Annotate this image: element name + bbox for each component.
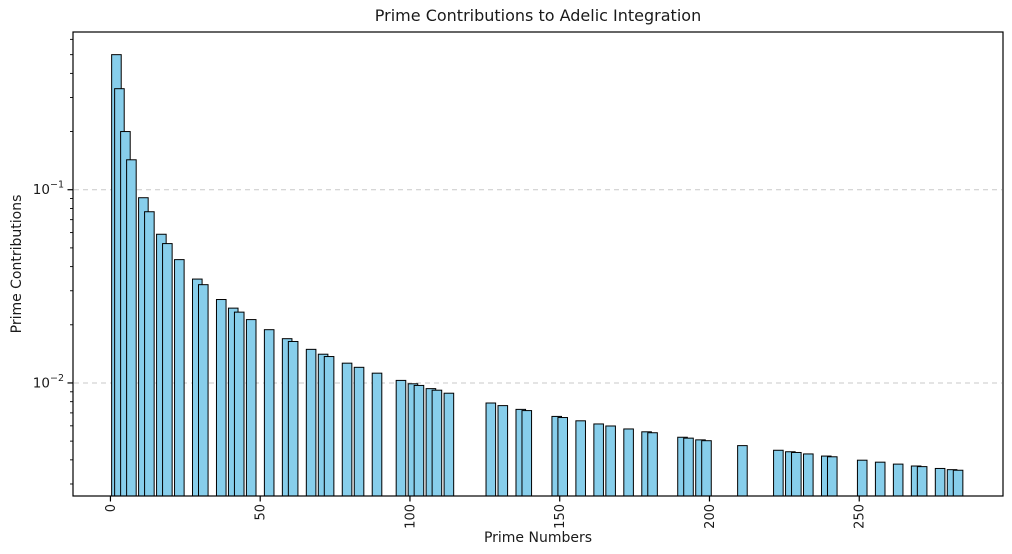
bar-prime-23 [174,259,185,497]
bar-prime-193 [683,437,694,497]
bar-prime-127 [485,402,497,497]
bar-prime-167 [605,425,616,497]
bar-prime-283 [952,469,964,497]
y-tick-label: 10−1 [33,180,64,199]
bar-prime-139 [521,410,533,497]
bar-prime-67 [305,348,317,497]
bar-prime-31 [198,284,209,497]
x-tick-label: 100 [404,504,419,529]
bar-prime-223 [773,449,784,497]
x-tick-label: 0 [104,504,119,512]
bar-prime-263 [892,463,904,497]
bar-prime-181 [647,432,658,497]
bar-prime-79 [341,362,353,497]
bar-prime-241 [826,456,838,497]
bar-prime-163 [593,423,604,497]
bar-prime-199 [701,440,712,497]
x-tick-label: 150 [553,504,568,529]
bar-prime-37 [215,299,227,497]
y-axis-label-text: Prime Contributions [9,194,25,334]
bar-prime-229 [791,451,802,497]
bar-prime-271 [916,466,928,497]
bar-prime-103 [413,384,425,497]
x-tick-label: 200 [703,504,718,529]
bar-prime-97 [395,379,407,497]
bar-prime-157 [575,420,586,497]
bar-prime-73 [323,356,335,497]
bar-prime-13 [144,211,155,497]
bar-prime-109 [431,389,443,497]
bar-prime-131 [497,405,509,497]
x-tick-label: 50 [254,504,269,521]
x-axis-label: Prime Numbers [483,530,593,546]
plot-frame [72,31,1004,497]
bar-prime-233 [803,453,814,497]
bar-prime-47 [245,319,257,497]
bar-prime-53 [263,329,275,497]
bar-prime-61 [287,340,299,497]
bar-prime-211 [737,445,748,497]
chart-title: Prime Contributions to Adelic Integratio… [374,6,702,25]
bar-prime-151 [557,417,568,497]
x-tick-label: 250 [853,504,868,529]
bar-prime-113 [443,392,455,497]
bar-prime-43 [233,311,245,497]
bar-prime-83 [353,366,365,497]
bar-prime-7 [126,159,137,497]
bar-prime-89 [371,372,383,497]
bar-prime-173 [623,428,634,497]
y-tick-label: 10−2 [33,373,64,392]
bar-prime-257 [874,461,886,497]
bar-prime-251 [856,459,868,497]
bar-prime-19 [162,243,173,497]
bar-prime-277 [934,467,946,497]
